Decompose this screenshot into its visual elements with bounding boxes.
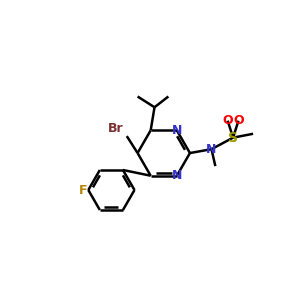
Text: O: O (233, 114, 244, 127)
Text: N: N (206, 143, 217, 156)
Text: F: F (79, 184, 87, 196)
Text: Br: Br (108, 122, 124, 135)
Text: N: N (172, 124, 182, 137)
Text: N: N (172, 169, 182, 182)
Text: O: O (222, 114, 233, 127)
Text: S: S (228, 130, 238, 145)
